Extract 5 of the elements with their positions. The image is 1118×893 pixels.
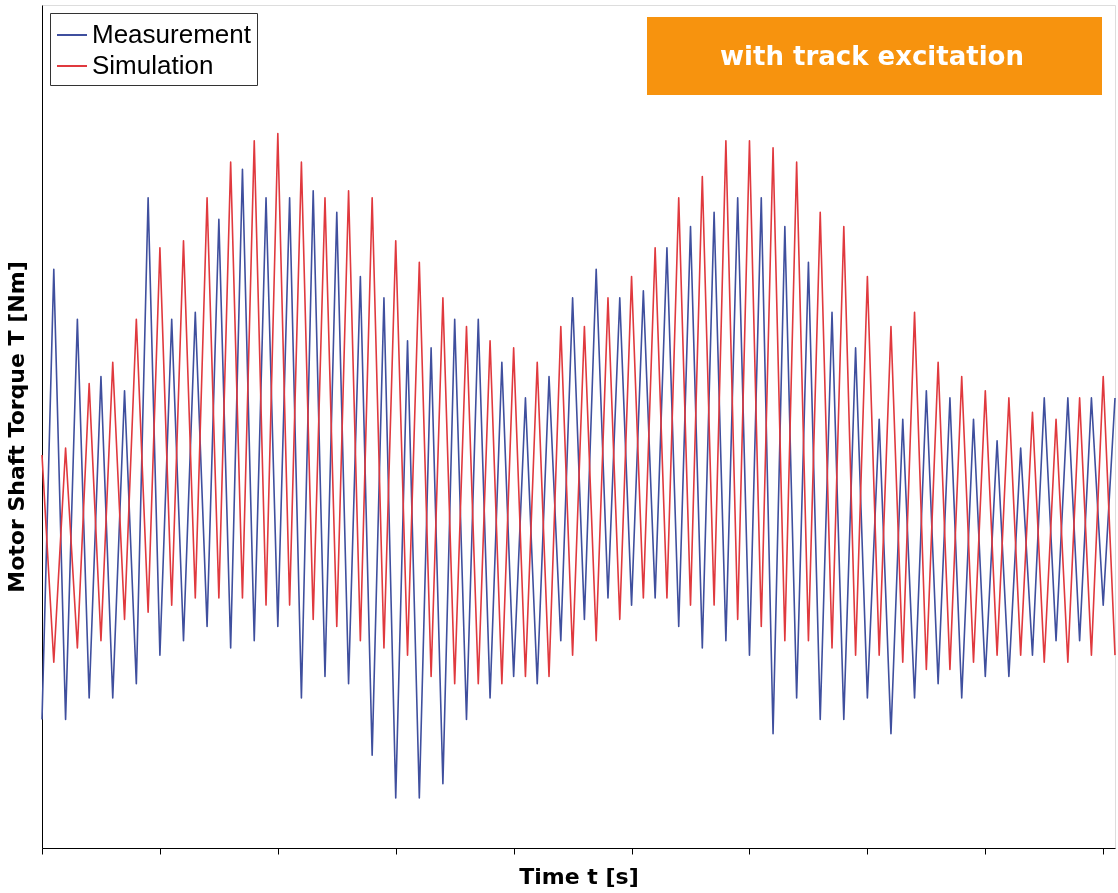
y-axis-title: Motor Shaft Torque T [Nm] <box>3 261 29 593</box>
legend-label: Measurement <box>92 19 252 49</box>
legend-label: Simulation <box>92 50 214 80</box>
text: with track excitation <box>720 41 1024 71</box>
x-axis-title: Time t [s] <box>519 864 639 889</box>
